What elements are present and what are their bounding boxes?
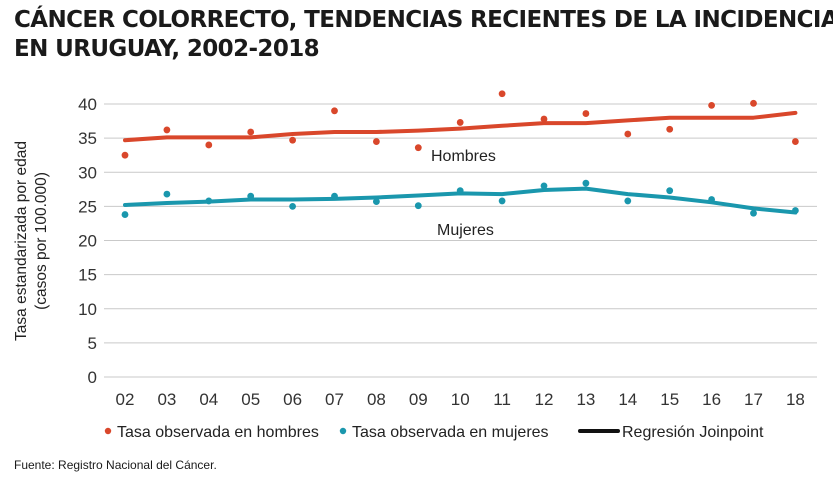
y-tick-label: 40 — [78, 95, 97, 114]
observed-point-men — [163, 126, 171, 134]
legend-marker-hombres — [104, 427, 112, 435]
x-tick-label: 07 — [325, 390, 344, 409]
x-tick-label: 04 — [199, 390, 218, 409]
observed-point-women — [414, 202, 422, 210]
observed-points — [121, 90, 799, 218]
x-tick-label: 03 — [157, 390, 176, 409]
observed-point-men — [666, 125, 674, 133]
observed-point-women — [289, 202, 296, 210]
legend-label-regresion: Regresión Joinpoint — [622, 424, 764, 441]
y-tick-label: 15 — [78, 266, 97, 285]
observed-point-men — [331, 107, 338, 115]
x-tick-label: 11 — [493, 390, 511, 409]
x-tick-label: 18 — [786, 390, 805, 409]
observed-point-women — [498, 197, 506, 205]
observed-point-men — [205, 141, 213, 149]
observed-point-men — [498, 90, 506, 98]
x-tick-label: 09 — [409, 390, 428, 409]
observed-point-women — [624, 197, 632, 205]
observed-point-women — [708, 196, 715, 203]
observed-point-women — [121, 211, 129, 218]
observed-point-men — [540, 115, 548, 123]
observed-point-women — [540, 182, 548, 190]
observed-point-men — [289, 136, 296, 144]
series-label-hombres: Hombres — [431, 148, 496, 165]
y-axis-label-line-2: (casos por 100.000) — [33, 172, 50, 310]
y-tick-label: 30 — [78, 163, 97, 182]
x-tick-label: 17 — [744, 390, 763, 409]
y-tick-label: 5 — [88, 334, 97, 353]
observed-point-women — [247, 192, 255, 200]
x-tick-label: 13 — [576, 390, 595, 409]
y-tick-label: 35 — [78, 129, 97, 148]
x-tick-label: 08 — [367, 390, 386, 409]
x-tick-label: 15 — [660, 390, 679, 409]
y-tick-label: 20 — [78, 232, 97, 251]
x-tick-label: 05 — [241, 390, 260, 409]
observed-point-women — [456, 187, 464, 195]
observed-point-women — [792, 207, 799, 214]
legend: Tasa observada en hombres Tasa observada… — [104, 424, 764, 441]
observed-point-men — [582, 110, 590, 117]
observed-point-men — [456, 119, 464, 126]
observed-point-men — [373, 138, 380, 145]
y-tick-label: 10 — [78, 300, 97, 319]
chart-title-line-1: CÁNCER COLORRECTO, TENDENCIAS RECIENTES … — [14, 7, 833, 33]
legend-label-mujeres: Tasa observada en mujeres — [352, 424, 549, 441]
x-tick-label: 06 — [283, 390, 302, 409]
x-tick-label: 14 — [618, 390, 637, 409]
x-tick-label: 12 — [535, 390, 554, 409]
chart-title: CÁNCER COLORRECTO, TENDENCIAS RECIENTES … — [14, 6, 833, 64]
chart-title-line-2: EN URUGUAY, 2002-2018 — [14, 36, 320, 62]
x-axis-ticks: 02 03 04 05 06 07 08 09 10 11 12 13 14 15 16 17 18 — [116, 390, 805, 409]
series-label-mujeres: Mujeres — [437, 222, 494, 239]
y-axis-ticks: 0 5 10 15 20 25 30 35 40 — [78, 95, 97, 387]
observed-point-men — [708, 101, 715, 109]
y-tick-label: 25 — [78, 197, 97, 216]
y-axis-label-line-1: Tasa estandarizada por edad — [13, 141, 30, 341]
observed-point-men — [624, 130, 632, 138]
y-tick-label: 0 — [88, 368, 97, 387]
observed-point-women — [205, 197, 213, 205]
observed-point-men — [750, 99, 757, 107]
observed-point-women — [373, 198, 380, 205]
observed-point-women — [331, 192, 338, 200]
x-tick-label: 02 — [116, 390, 135, 409]
observed-point-men — [121, 151, 129, 159]
observed-point-women — [750, 209, 757, 217]
legend-marker-mujeres — [339, 427, 347, 435]
x-tick-label: 10 — [451, 390, 470, 409]
observed-point-women — [666, 187, 674, 195]
regression-line-men — [123, 110, 798, 143]
observed-point-women — [163, 190, 171, 198]
observed-point-men — [247, 128, 255, 136]
source-note: Fuente: Registro Nacional del Cáncer. — [14, 458, 217, 472]
observed-point-men — [414, 144, 422, 152]
x-tick-label: 16 — [702, 390, 721, 409]
legend-label-hombres: Tasa observada en hombres — [117, 424, 319, 441]
observed-point-men — [792, 138, 799, 145]
observed-point-women — [582, 179, 590, 187]
